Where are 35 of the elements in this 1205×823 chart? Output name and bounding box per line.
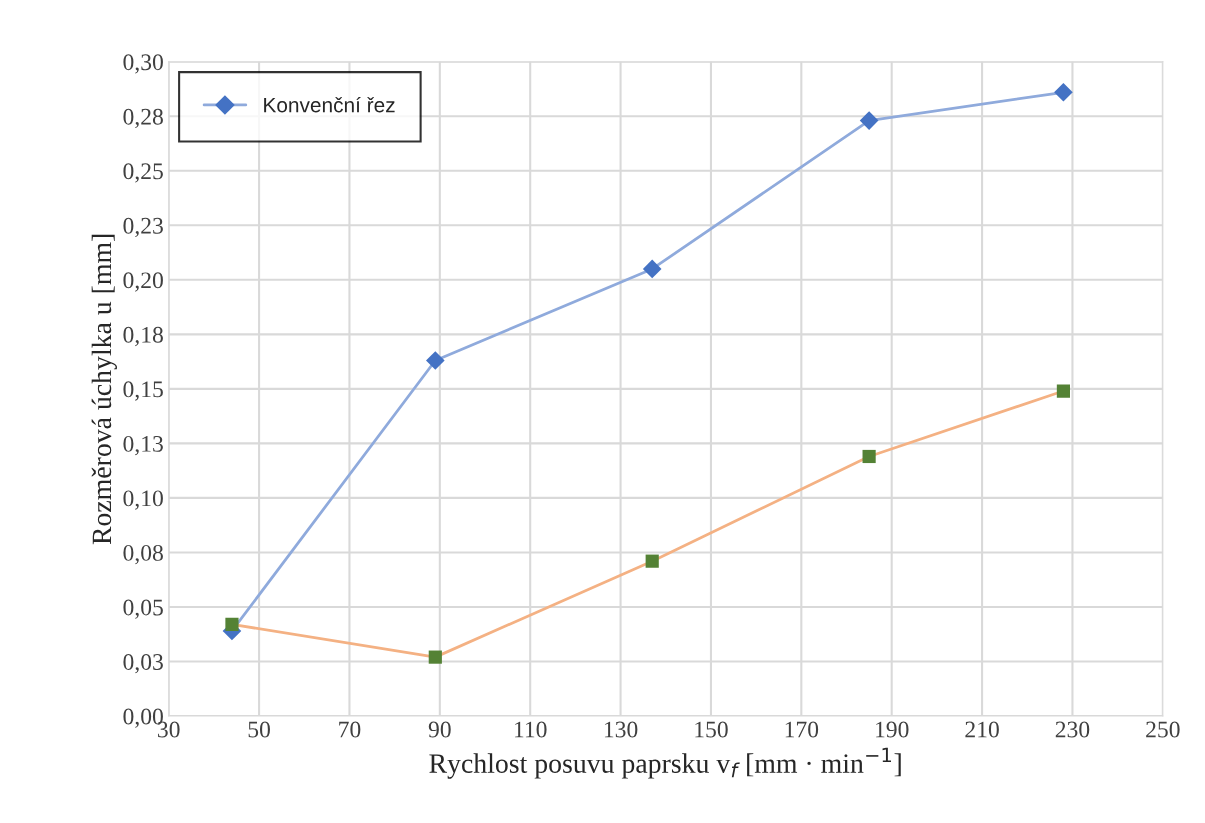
- y-tick-label: 0,28: [123, 108, 163, 129]
- x-tick-label: 50: [248, 721, 270, 738]
- y-tick-label: 0,20: [123, 272, 163, 292]
- point: [428, 650, 442, 664]
- y-tick-label: 0,05: [123, 599, 163, 619]
- x-axis-title: Rychlost posuvu paprsku v$_{f}$ [mm · min$^{−1}$]: [429, 747, 901, 779]
- x-tick-label: 150: [695, 721, 728, 738]
- y-tick-label: 0,25: [123, 163, 163, 183]
- x-tick-label: 70: [339, 721, 361, 738]
- point: [1056, 384, 1070, 398]
- x-tick-label: 110: [515, 721, 547, 738]
- y-axis-title: Rozměrová úchylka u [mm]: [91, 234, 117, 545]
- y-tick-label: 0,03: [123, 653, 163, 674]
- y-tick-label: 0,30: [123, 54, 163, 74]
- y-tick-label: 0,13: [123, 435, 163, 456]
- y-tick-label: 0,15: [123, 381, 163, 401]
- point: [859, 111, 879, 130]
- point: [225, 617, 239, 631]
- point: [1054, 82, 1073, 102]
- x-tick-label: 210: [965, 721, 999, 738]
- y-tick-label: 0,18: [123, 326, 163, 347]
- point: [645, 554, 659, 568]
- y-tick-label: 0,10: [123, 490, 163, 510]
- x-tick-label: 90: [428, 721, 451, 738]
- x-tick-label: 170: [785, 721, 819, 738]
- point: [642, 259, 662, 279]
- y-tick-label: 0,23: [123, 217, 163, 238]
- point: [862, 449, 876, 464]
- x-tick-label: 130: [604, 721, 638, 738]
- point: [425, 351, 445, 370]
- legend-label: Konvenční řez: [264, 96, 395, 113]
- x-tick-label: 250: [1146, 721, 1180, 738]
- x-tick-label: 190: [876, 721, 909, 738]
- x-tick-label: 230: [1055, 721, 1090, 738]
- y-tick-label: 0,08: [123, 544, 163, 565]
